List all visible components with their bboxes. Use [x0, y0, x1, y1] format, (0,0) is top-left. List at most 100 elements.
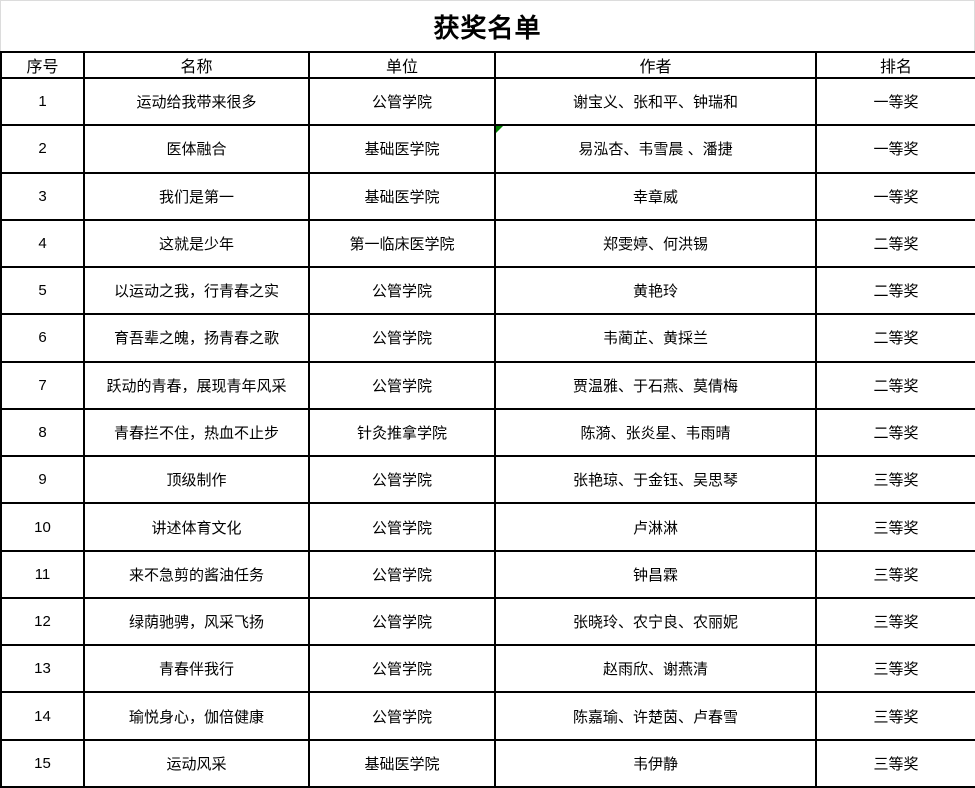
- table-row: 2 医体融合 基础医学院 易泓杏、韦雪晨 、潘捷 一等奖: [0, 124, 975, 174]
- cell-rank: 二等奖: [815, 313, 975, 363]
- cell-authors: 陈漪、张炎星、韦雨晴: [494, 407, 817, 458]
- cell-no: 11: [0, 549, 85, 599]
- cell-unit: 公管学院: [308, 644, 496, 694]
- cell-authors: 张晓玲、农宁良、农丽妮: [494, 596, 817, 647]
- cell-name: 这就是少年: [83, 218, 310, 269]
- table-row: 7 跃动的青春，展现青年风采 公管学院 贾温雅、于石燕、莫倩梅 二等奖: [0, 360, 975, 410]
- header-cell-no: 序号: [0, 51, 85, 79]
- table-row: 4 这就是少年 第一临床医学院 郑雯婷、何洪锡 二等奖: [0, 218, 975, 269]
- cell-authors: 韦伊静: [494, 738, 817, 788]
- cell-no: 10: [0, 502, 85, 552]
- table-header: 序号 名称 单位 作者 排名: [0, 51, 975, 79]
- cell-no: 3: [0, 171, 85, 221]
- table-row: 5 以运动之我，行青春之实 公管学院 黄艳玲 二等奖: [0, 266, 975, 316]
- cell-no: 4: [0, 218, 85, 269]
- cell-no: 2: [0, 124, 85, 174]
- cell-authors: 陈嘉瑜、许楚茵、卢春雪: [494, 691, 817, 741]
- header-cell-unit: 单位: [308, 51, 496, 79]
- header-row: 序号 名称 单位 作者 排名: [0, 51, 975, 79]
- cell-rank: 一等奖: [815, 124, 975, 174]
- cell-no: 5: [0, 266, 85, 316]
- cell-no: 6: [0, 313, 85, 363]
- error-marker-icon: [497, 127, 503, 134]
- cell-name: 绿荫驰骋，风采飞扬: [83, 596, 310, 647]
- cell-name: 青春伴我行: [83, 644, 310, 694]
- cell-rank: 三等奖: [815, 455, 975, 505]
- cell-name: 运动给我带来很多: [83, 76, 310, 127]
- table-row: 12 绿荫驰骋，风采飞扬 公管学院 张晓玲、农宁良、农丽妮 三等奖: [0, 596, 975, 647]
- cell-name: 青春拦不住，热血不止步: [83, 407, 310, 458]
- cell-name: 运动风采: [83, 738, 310, 788]
- cell-name: 以运动之我，行青春之实: [83, 266, 310, 316]
- cell-no: 7: [0, 360, 85, 410]
- table-row: 11 来不急剪的酱油任务 公管学院 钟昌霖 三等奖: [0, 549, 975, 599]
- cell-unit: 针灸推拿学院: [308, 407, 496, 458]
- table-row: 1 运动给我带来很多 公管学院 谢宝义、张和平、钟瑞和 一等奖: [0, 76, 975, 127]
- header-cell-authors: 作者: [494, 51, 817, 79]
- cell-no: 13: [0, 644, 85, 694]
- cell-unit: 基础医学院: [308, 124, 496, 174]
- cell-unit: 公管学院: [308, 502, 496, 552]
- cell-authors: 张艳琼、于金钰、吴思琴: [494, 455, 817, 505]
- cell-rank: 二等奖: [815, 266, 975, 316]
- cell-name: 顶级制作: [83, 455, 310, 505]
- cell-authors: 郑雯婷、何洪锡: [494, 218, 817, 269]
- cell-no: 8: [0, 407, 85, 458]
- cell-unit: 公管学院: [308, 549, 496, 599]
- header-cell-name: 名称: [83, 51, 310, 79]
- cell-name: 跃动的青春，展现青年风采: [83, 360, 310, 410]
- title-cell: 获奖名单: [0, 0, 975, 51]
- cell-name: 我们是第一: [83, 171, 310, 221]
- cell-no: 12: [0, 596, 85, 647]
- cell-unit: 公管学院: [308, 313, 496, 363]
- cell-name: 来不急剪的酱油任务: [83, 549, 310, 599]
- cell-no: 15: [0, 738, 85, 788]
- cell-unit: 公管学院: [308, 360, 496, 410]
- cell-rank: 三等奖: [815, 596, 975, 647]
- awards-table: 序号 名称 单位 作者 排名 1 运动给我带来很多 公管学院 谢宝义、张和平、钟瑞和 一等奖 2 医…: [0, 51, 975, 788]
- cell-unit: 公管学院: [308, 266, 496, 316]
- cell-rank: 三等奖: [815, 644, 975, 694]
- table-row: 14 瑜悦身心，伽倍健康 公管学院 陈嘉瑜、许楚茵、卢春雪 三等奖: [0, 691, 975, 741]
- cell-rank: 一等奖: [815, 76, 975, 127]
- table-row: 13 青春伴我行 公管学院 赵雨欣、谢燕清 三等奖: [0, 644, 975, 694]
- cell-unit: 公管学院: [308, 596, 496, 647]
- page-title: 获奖名单: [433, 12, 542, 43]
- cell-rank: 二等奖: [815, 218, 975, 269]
- cell-no: 1: [0, 76, 85, 127]
- table-body: 1 运动给我带来很多 公管学院 谢宝义、张和平、钟瑞和 一等奖 2 医体融合 基础医学院 易泓杏…: [0, 76, 975, 788]
- cell-rank: 三等奖: [815, 691, 975, 741]
- table-row: 3 我们是第一 基础医学院 幸章威 一等奖: [0, 171, 975, 221]
- cell-unit: 公管学院: [308, 76, 496, 127]
- cell-authors: 赵雨欣、谢燕清: [494, 644, 817, 694]
- table-row: 6 育吾辈之魄，扬青春之歌 公管学院 韦蔺芷、黄採兰 二等奖: [0, 313, 975, 363]
- cell-authors: 钟昌霖: [494, 549, 817, 599]
- cell-name: 瑜悦身心，伽倍健康: [83, 691, 310, 741]
- table-row: 9 顶级制作 公管学院 张艳琼、于金钰、吴思琴 三等奖: [0, 455, 975, 505]
- table-row: 8 青春拦不住，热血不止步 针灸推拿学院 陈漪、张炎星、韦雨晴 二等奖: [0, 407, 975, 458]
- cell-no: 9: [0, 455, 85, 505]
- cell-rank: 一等奖: [815, 171, 975, 221]
- cell-rank: 二等奖: [815, 407, 975, 458]
- cell-rank: 三等奖: [815, 738, 975, 788]
- table-row: 15 运动风采 基础医学院 韦伊静 三等奖: [0, 738, 975, 788]
- cell-authors: 黄艳玲: [494, 266, 817, 316]
- cell-unit: 基础医学院: [308, 171, 496, 221]
- cell-rank: 三等奖: [815, 502, 975, 552]
- cell-unit: 第一临床医学院: [308, 218, 496, 269]
- cell-authors: 贾温雅、于石燕、莫倩梅: [494, 360, 817, 410]
- cell-authors: 卢淋淋: [494, 502, 817, 552]
- cell-name: 育吾辈之魄，扬青春之歌: [83, 313, 310, 363]
- header-cell-rank: 排名: [815, 51, 975, 79]
- cell-name: 讲述体育文化: [83, 502, 310, 552]
- cell-authors: 幸章威: [494, 171, 817, 221]
- cell-unit: 基础医学院: [308, 738, 496, 788]
- cell-no: 14: [0, 691, 85, 741]
- cell-unit: 公管学院: [308, 691, 496, 741]
- cell-authors: 韦蔺芷、黄採兰: [494, 313, 817, 363]
- cell-name: 医体融合: [83, 124, 310, 174]
- cell-rank: 三等奖: [815, 549, 975, 599]
- cell-unit: 公管学院: [308, 455, 496, 505]
- cell-authors: 易泓杏、韦雪晨 、潘捷: [494, 124, 817, 174]
